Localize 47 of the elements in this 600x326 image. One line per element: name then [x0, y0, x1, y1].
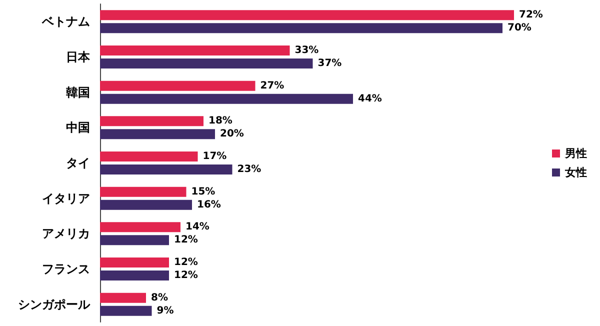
- legend-label: 男性: [564, 147, 587, 160]
- data-label: 33%: [294, 45, 319, 56]
- bar: [100, 186, 186, 197]
- y-tick-label: フランス: [42, 262, 90, 276]
- bar: [100, 23, 502, 34]
- legend-label: 女性: [564, 166, 587, 179]
- data-label: 8%: [151, 292, 168, 304]
- data-label: 12%: [174, 234, 198, 246]
- bar: [100, 200, 192, 210]
- y-tick-label: 中国: [66, 120, 90, 135]
- bar: [100, 58, 313, 68]
- bar: [100, 270, 169, 280]
- data-label: 9%: [156, 305, 174, 316]
- y-tick-label: 韓国: [66, 85, 90, 100]
- data-label: 16%: [197, 199, 221, 210]
- y-tick-label: アメリカ: [42, 226, 90, 241]
- bar: [100, 152, 198, 162]
- y-tick-label: ベトナム: [41, 14, 90, 29]
- data-label: 14%: [186, 222, 210, 233]
- y-tick-label: イタリア: [42, 191, 90, 206]
- data-label: 72%: [519, 10, 543, 21]
- data-label: 20%: [220, 128, 244, 140]
- y-tick-label: シンガポール: [18, 297, 91, 312]
- data-label: 12%: [174, 270, 198, 281]
- data-label: 44%: [358, 93, 382, 104]
- data-label: 15%: [191, 186, 216, 198]
- bar: [100, 46, 290, 56]
- bar: [100, 292, 146, 303]
- bar: [100, 129, 215, 140]
- data-label: 23%: [237, 164, 262, 175]
- data-label: 18%: [208, 116, 232, 127]
- bar: [100, 10, 514, 20]
- y-tick-label: 日本: [66, 50, 91, 64]
- data-label: 37%: [318, 58, 342, 69]
- bar: [100, 80, 256, 91]
- bar: [100, 306, 152, 316]
- data-label: 12%: [174, 257, 198, 268]
- bar: [100, 164, 232, 174]
- data-label: 27%: [260, 80, 284, 92]
- bar: [100, 116, 204, 126]
- data-label: 70%: [508, 22, 532, 34]
- bar: [100, 235, 169, 246]
- bar: [100, 222, 180, 232]
- y-tick-label: タイ: [66, 156, 90, 170]
- data-label: 17%: [202, 151, 227, 162]
- bar: [100, 94, 353, 104]
- bar: [100, 258, 169, 268]
